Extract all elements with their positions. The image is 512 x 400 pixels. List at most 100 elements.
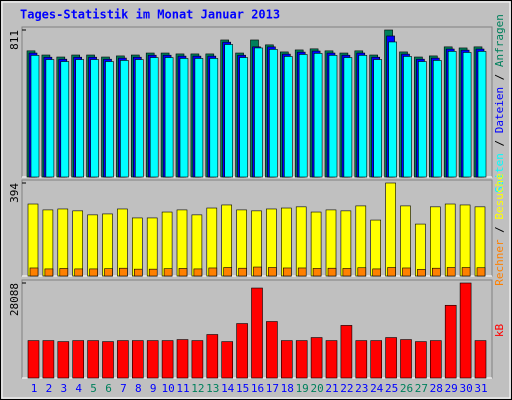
bar bbox=[132, 217, 143, 277]
bar bbox=[417, 269, 426, 277]
bar bbox=[208, 267, 218, 277]
bar bbox=[342, 268, 352, 277]
bar bbox=[313, 53, 323, 178]
bar bbox=[161, 340, 174, 379]
legend: Seiten / Dateien / Anfragen bbox=[493, 14, 506, 193]
x-tick-label: 26 bbox=[400, 382, 413, 395]
y-tick-label: 811 bbox=[8, 30, 21, 50]
bar bbox=[29, 267, 39, 277]
bar bbox=[132, 340, 144, 379]
bar bbox=[74, 268, 83, 277]
x-tick-label: 25 bbox=[385, 382, 398, 395]
bar bbox=[89, 268, 98, 277]
x-tick-label: 6 bbox=[105, 382, 112, 395]
bar bbox=[358, 55, 368, 178]
bar bbox=[221, 341, 233, 379]
bar bbox=[191, 214, 203, 277]
bar bbox=[191, 340, 204, 379]
bar bbox=[444, 304, 457, 379]
bar bbox=[209, 58, 219, 178]
y-tick-label: 394 bbox=[8, 183, 21, 203]
bar bbox=[253, 266, 262, 277]
bar bbox=[372, 268, 382, 277]
bar bbox=[119, 267, 128, 277]
bar bbox=[297, 267, 307, 277]
y-tick-label: 28088 bbox=[8, 283, 21, 316]
x-tick-label: 5 bbox=[90, 382, 97, 395]
bar bbox=[148, 268, 158, 277]
bar bbox=[400, 205, 411, 277]
bar bbox=[355, 205, 367, 277]
bar bbox=[446, 267, 456, 277]
bar bbox=[134, 268, 143, 277]
bar bbox=[462, 52, 472, 178]
bar bbox=[176, 339, 189, 379]
legend-separator: / bbox=[493, 133, 506, 153]
bar bbox=[266, 321, 278, 379]
bar bbox=[327, 267, 337, 277]
bar bbox=[474, 340, 487, 379]
bar bbox=[387, 267, 396, 277]
bar bbox=[280, 207, 292, 277]
bar bbox=[206, 207, 218, 277]
x-tick-label: 22 bbox=[340, 382, 353, 395]
x-tick-label: 31 bbox=[474, 382, 487, 395]
x-tick-label: 1 bbox=[31, 382, 38, 395]
x-tick-label: 14 bbox=[221, 382, 235, 395]
bar bbox=[178, 268, 188, 277]
bar bbox=[447, 51, 457, 178]
bar bbox=[27, 203, 39, 277]
bar bbox=[104, 268, 113, 277]
bar bbox=[105, 61, 114, 178]
bar bbox=[280, 340, 293, 379]
bar bbox=[194, 58, 204, 178]
bar bbox=[239, 57, 248, 178]
x-tick-label: 23 bbox=[355, 382, 368, 395]
bar bbox=[340, 325, 353, 379]
x-tick-label: 9 bbox=[150, 382, 157, 395]
x-tick-label: 15 bbox=[236, 382, 249, 395]
bar bbox=[461, 267, 471, 277]
bar bbox=[373, 59, 383, 178]
bar bbox=[102, 341, 114, 379]
x-tick-label: 3 bbox=[60, 382, 67, 395]
x-tick-label: 18 bbox=[281, 382, 294, 395]
bar bbox=[75, 59, 84, 178]
legend-entry: Dateien bbox=[493, 87, 506, 133]
bar bbox=[328, 55, 338, 178]
bar bbox=[60, 61, 70, 178]
bar bbox=[340, 210, 352, 277]
bar bbox=[431, 267, 441, 277]
bar bbox=[117, 208, 128, 277]
bar bbox=[269, 49, 278, 178]
bar bbox=[474, 206, 486, 277]
bar bbox=[221, 204, 232, 277]
bar bbox=[206, 334, 219, 379]
bar bbox=[477, 51, 487, 178]
bar bbox=[146, 217, 158, 277]
bar bbox=[295, 206, 307, 277]
bar bbox=[59, 268, 69, 277]
x-tick-label: 7 bbox=[120, 382, 127, 395]
bar bbox=[238, 267, 247, 277]
legend-entry: Besuche bbox=[493, 173, 506, 219]
bar bbox=[236, 323, 248, 379]
bar bbox=[385, 337, 397, 379]
bar bbox=[268, 267, 277, 277]
bar bbox=[402, 267, 411, 277]
bar bbox=[476, 267, 486, 277]
bar bbox=[429, 340, 442, 379]
x-tick-label: 13 bbox=[206, 382, 219, 395]
bar bbox=[251, 287, 263, 379]
bar bbox=[266, 208, 277, 277]
bar bbox=[30, 55, 40, 178]
bar bbox=[418, 61, 427, 178]
bar bbox=[415, 341, 427, 379]
bar bbox=[164, 57, 174, 178]
bar bbox=[90, 59, 99, 178]
bar bbox=[312, 268, 322, 277]
x-tick-label: 30 bbox=[459, 382, 472, 395]
x-tick-label: 16 bbox=[251, 382, 264, 395]
bar bbox=[429, 206, 441, 277]
